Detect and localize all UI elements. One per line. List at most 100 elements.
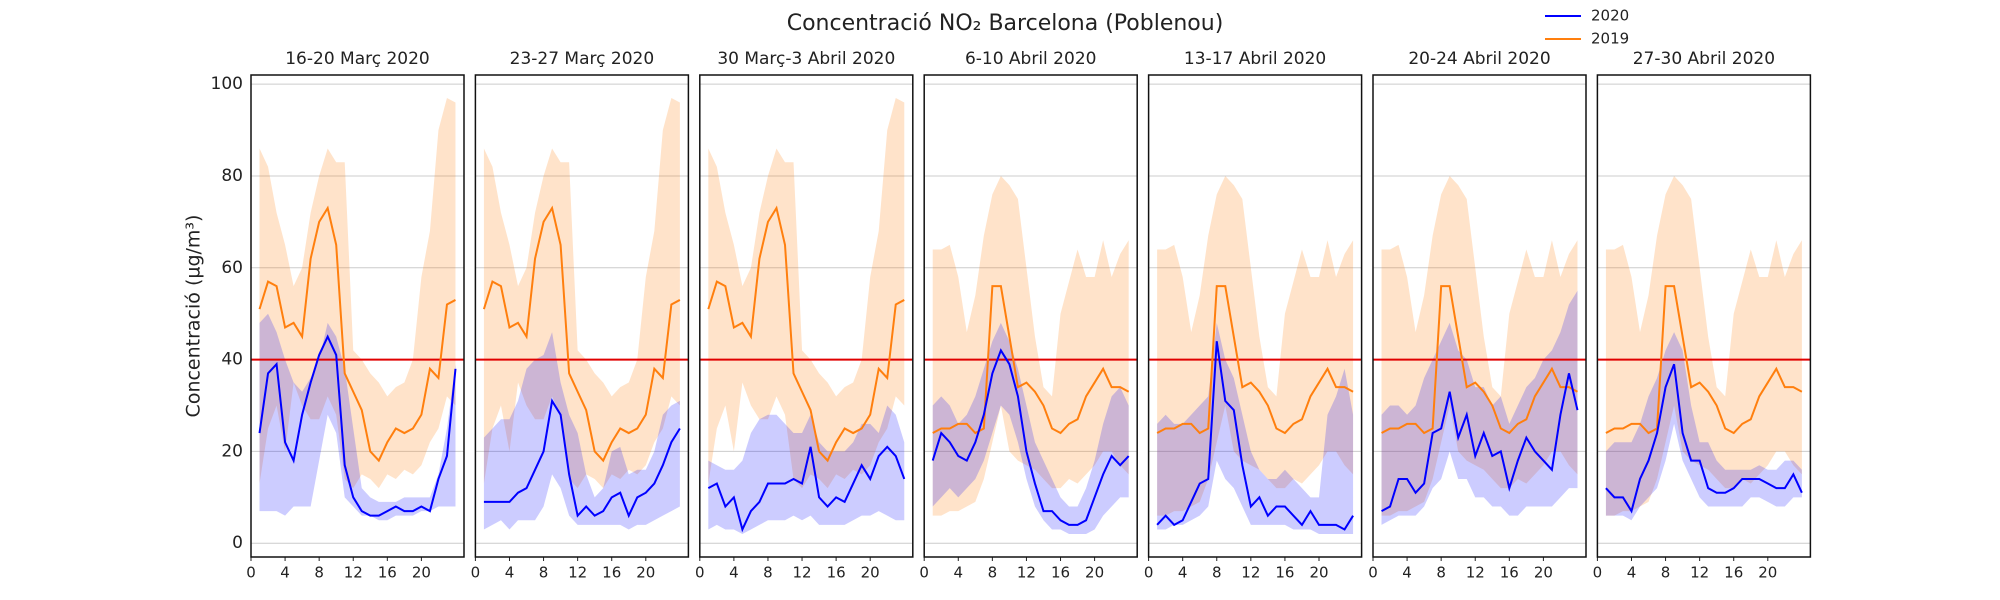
- panel: 0 20 40 60 80 100 0 4 8 12 16 20 16-20 Març 2020: [211, 49, 465, 582]
- panel: 0 4 8 12 16 20 6-10 Abril 2020: [919, 49, 1138, 582]
- x-tick-label: 12: [1017, 564, 1036, 582]
- panel: 0 4 8 12 16 20 23-27 Març 2020: [471, 49, 690, 582]
- x-tick-label: 20: [1309, 564, 1328, 582]
- x-tick-label: 8: [314, 564, 324, 582]
- x-tick-label: 20: [1758, 564, 1777, 582]
- x-tick-label: 4: [1402, 564, 1412, 582]
- band: [932, 175, 1129, 516]
- x-tick-label: 12: [792, 564, 811, 582]
- line: [1156, 341, 1354, 531]
- panel: 0 4 8 12 16 20 13-17 Abril 2020: [1144, 49, 1363, 582]
- x-tick-label: 4: [1627, 564, 1637, 582]
- x-tick-label: 12: [568, 564, 587, 582]
- x-tick-label: 8: [1661, 564, 1671, 582]
- x-tick-label: 20: [412, 564, 431, 582]
- plot-area: [699, 83, 913, 544]
- band: [1381, 175, 1578, 516]
- x-tick-label: 8: [1212, 564, 1222, 582]
- plot-area: [1597, 83, 1811, 544]
- band: [708, 97, 905, 489]
- band: [483, 332, 680, 530]
- line: [1381, 373, 1579, 512]
- plot-area: [251, 83, 464, 544]
- x-tick-label: 16: [1724, 564, 1743, 582]
- x-tick-label: 20: [1085, 564, 1104, 582]
- x-tick-label: 0: [1593, 564, 1603, 582]
- legend-label: 2019: [1591, 30, 1629, 48]
- panel-frame: [474, 74, 690, 558]
- x-tick-label: 0: [1144, 564, 1154, 582]
- x-tick-label: 4: [729, 564, 739, 582]
- line: [1156, 285, 1354, 435]
- x-tick-label: 16: [378, 564, 397, 582]
- panel-frame: [923, 74, 1138, 558]
- x-tick-label: 16: [602, 564, 621, 582]
- y-tick-label: 100: [211, 74, 243, 94]
- band: [259, 313, 456, 521]
- x-tick-label: 20: [1534, 564, 1553, 582]
- x-tick-label: 12: [1466, 564, 1485, 582]
- x-tick-label: 12: [1690, 564, 1709, 582]
- x-tick-label: 0: [695, 564, 705, 582]
- y-axis-label: Concentració (µg/m³): [183, 215, 205, 418]
- band: [1605, 175, 1802, 516]
- y-tick-label: 0: [232, 533, 243, 553]
- panel-frame: [699, 74, 914, 558]
- x-tick-label: 4: [1178, 564, 1188, 582]
- x-tick-label: 4: [505, 564, 515, 582]
- band: [708, 405, 905, 535]
- plot-area: [1148, 83, 1362, 544]
- line: [932, 285, 1130, 435]
- figure-title: Concentració NO₂ Barcelona (Poblenou): [787, 11, 1224, 36]
- panel-frame: [1147, 74, 1363, 558]
- panel-title: 6-10 Abril 2020: [965, 49, 1097, 69]
- x-tick-label: 16: [1051, 564, 1070, 582]
- x-tick-label: 0: [471, 564, 481, 582]
- line: [483, 398, 681, 519]
- x-tick-label: 4: [954, 564, 964, 582]
- line: [258, 334, 457, 517]
- panel-title: 27-30 Abril 2020: [1633, 49, 1775, 69]
- line: [482, 205, 681, 463]
- line: [258, 205, 456, 463]
- panel-title: 13-17 Abril 2020: [1184, 49, 1326, 69]
- x-tick-label: 16: [827, 564, 846, 582]
- y-tick-label: 40: [221, 350, 243, 370]
- x-tick-label: 0: [1368, 564, 1378, 582]
- panel-title: 30 Març-3 Abril 2020: [717, 49, 895, 69]
- panel-title: 23-27 Març 2020: [510, 49, 655, 69]
- band: [1381, 290, 1578, 525]
- line: [1381, 285, 1578, 435]
- x-tick-label: 12: [344, 564, 363, 582]
- x-tick-label: 20: [861, 564, 880, 582]
- y-tick-label: 80: [221, 166, 243, 186]
- panel-frame: [250, 74, 465, 558]
- line: [1605, 363, 1803, 514]
- x-tick-label: 8: [539, 564, 549, 582]
- x-tick-label: 20: [636, 564, 655, 582]
- line: [707, 205, 905, 463]
- band: [932, 322, 1129, 535]
- plot-area: [475, 83, 689, 544]
- x-tick-label: 16: [1500, 564, 1519, 582]
- x-tick-label: 0: [919, 564, 929, 582]
- panel: 0 4 8 12 16 20 27-30 Abril 2020: [1593, 49, 1812, 582]
- y-tick-label: 20: [221, 441, 243, 461]
- panel-title: 16-20 Març 2020: [285, 49, 430, 69]
- x-tick-label: 8: [1436, 564, 1446, 582]
- x-tick-label: 0: [246, 564, 256, 582]
- line: [931, 348, 1130, 526]
- panel: 0 4 8 12 16 20 20-24 Abril 2020: [1368, 49, 1587, 582]
- panel-frame: [1596, 74, 1812, 558]
- band: [1605, 332, 1802, 521]
- panel: 0 4 8 12 16 20 30 Març-3 Abril 2020: [695, 49, 914, 582]
- x-tick-label: 12: [1241, 564, 1260, 582]
- line: [1605, 285, 1803, 435]
- band: [483, 97, 680, 489]
- y-tick-label: 60: [221, 258, 243, 278]
- band: [1157, 322, 1354, 535]
- panel-title: 20-24 Abril 2020: [1408, 49, 1550, 69]
- panel-frame: [1372, 74, 1587, 558]
